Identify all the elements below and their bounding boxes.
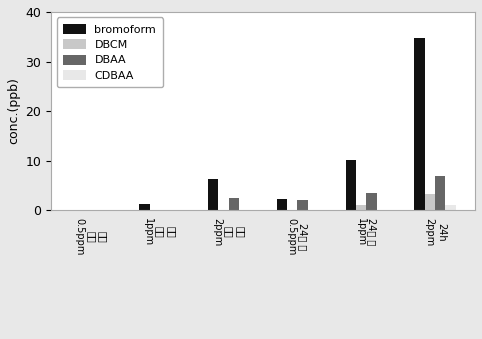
Bar [415, 38, 425, 210]
Y-axis label: conc.(ppb): conc.(ppb) [7, 78, 20, 144]
Bar [366, 193, 376, 210]
Bar [297, 200, 308, 210]
Bar [435, 177, 445, 210]
Bar [445, 205, 456, 210]
Bar [139, 204, 149, 210]
Bar [425, 194, 435, 210]
Bar [208, 179, 218, 210]
Legend: bromoform, DBCM, DBAA, CDBAA: bromoform, DBCM, DBAA, CDBAA [57, 18, 163, 87]
Bar [228, 198, 239, 210]
Bar [346, 160, 356, 210]
Bar [277, 199, 287, 210]
Bar [356, 205, 366, 210]
